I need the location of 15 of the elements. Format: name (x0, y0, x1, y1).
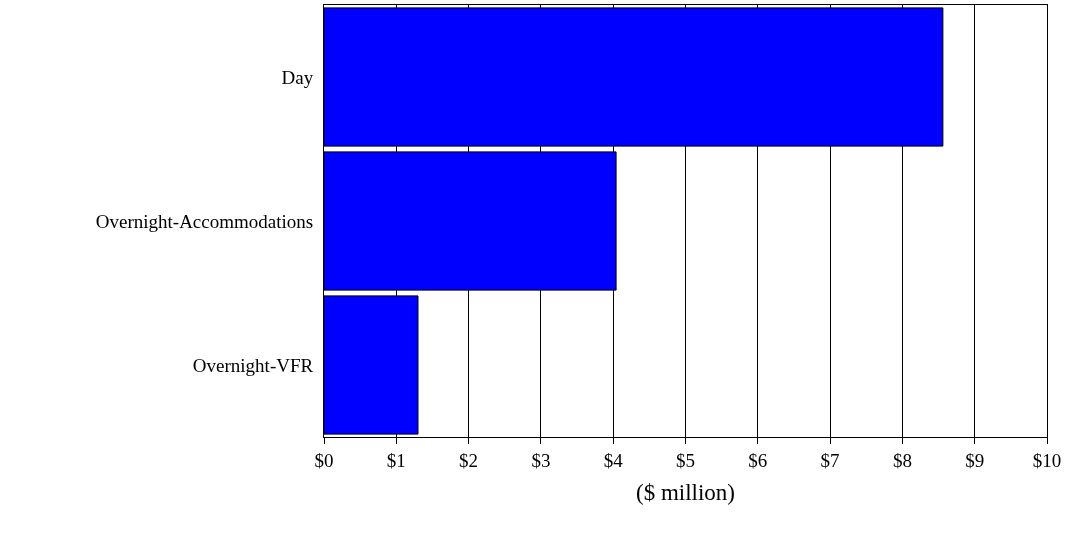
y-tick-label: Day (281, 66, 314, 88)
y-tick-label: Overnight-VFR (192, 354, 314, 376)
x-tick-label: $6 (748, 449, 768, 471)
x-tick-label: $8 (892, 449, 912, 471)
x-tick-label: $7 (820, 449, 840, 471)
x-tick-label: $5 (676, 449, 695, 471)
x-tick-label: $3 (531, 449, 551, 471)
x-tick-label: $9 (965, 449, 985, 471)
x-tick-label: $2 (459, 449, 479, 471)
x-tick-label: $10 (1032, 449, 1062, 471)
x-tick-label: $0 (314, 449, 334, 471)
y-tick-label: Overnight-Accommodations (95, 210, 314, 232)
x-axis-title: ($ million) (635, 480, 736, 506)
x-tick-label: $4 (603, 449, 624, 471)
x-tick-label: $1 (386, 449, 406, 471)
